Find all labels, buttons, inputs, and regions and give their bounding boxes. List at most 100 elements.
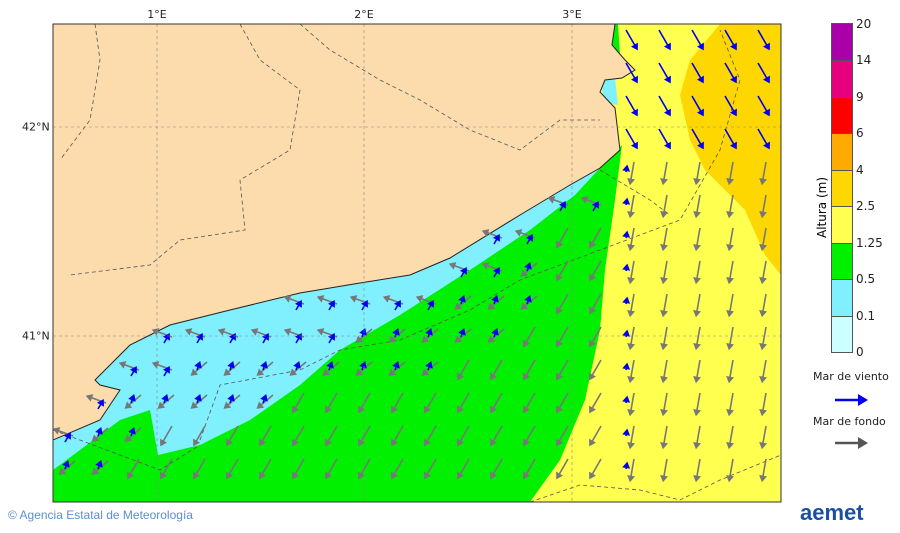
wave-direction-arrow xyxy=(693,326,701,351)
wave-direction-arrow xyxy=(457,392,470,414)
wave-direction-arrow xyxy=(724,62,737,84)
colorbar-segment xyxy=(832,24,852,61)
wave-direction-arrow xyxy=(691,128,704,150)
wave-direction-arrow xyxy=(458,295,466,305)
wave-direction-arrow xyxy=(289,361,307,376)
wave-direction-arrow xyxy=(460,266,467,278)
wave-direction-arrow xyxy=(490,458,503,480)
wave-direction-arrow xyxy=(425,328,433,338)
colorbar-tick: 0 xyxy=(856,345,864,359)
wave-direction-arrow xyxy=(693,392,701,417)
wave-direction-arrow xyxy=(556,458,569,480)
wave-direction-arrow xyxy=(724,29,737,51)
wave-direction-arrow xyxy=(589,227,602,249)
wave-direction-arrow xyxy=(194,394,202,404)
colorbar-segment xyxy=(832,242,852,280)
colorbar-segment xyxy=(832,206,852,243)
wave-direction-arrow xyxy=(128,394,136,404)
lon-label: 2°E xyxy=(354,8,374,21)
wave-direction-arrow xyxy=(759,194,767,219)
wave-direction-arrow xyxy=(523,359,536,381)
wave-direction-arrow xyxy=(759,326,767,351)
wave-direction-arrow xyxy=(759,293,767,318)
wave-direction-arrow xyxy=(223,394,241,409)
colorbar-tick: 1.25 xyxy=(856,235,883,250)
colorbar-tick: 9 xyxy=(856,89,864,104)
wave-direction-arrow xyxy=(726,425,734,450)
wave-direction-arrow xyxy=(424,392,437,414)
swell-label: Mar de fondo xyxy=(813,415,886,428)
wave-direction-arrow xyxy=(589,392,602,414)
wave-direction-arrow xyxy=(693,425,701,450)
wave-direction-arrow xyxy=(491,295,499,305)
wave-direction-arrow xyxy=(523,392,536,414)
wave-direction-arrow xyxy=(355,361,373,376)
wave-direction-arrow xyxy=(454,328,472,343)
border-lines xyxy=(53,24,781,502)
colorbar-tick: 6 xyxy=(856,126,864,141)
colorbar-segment xyxy=(832,315,852,352)
wave-direction-arrow xyxy=(359,361,367,371)
wave-direction-arrow xyxy=(726,227,734,252)
wave-direction-arrow xyxy=(660,458,668,483)
wave-direction-arrow xyxy=(388,361,406,376)
wave-direction-arrow xyxy=(391,458,404,480)
wave-direction-arrow xyxy=(759,161,767,186)
lat-label: 41°N xyxy=(22,329,50,343)
aemet-logo: aemet xyxy=(800,500,864,525)
wave-direction-arrow xyxy=(227,361,235,371)
wave-direction-arrow xyxy=(660,161,668,186)
wave-direction-arrow xyxy=(627,326,635,351)
wave-direction-arrow xyxy=(260,394,268,404)
wave-direction-arrow xyxy=(424,458,437,480)
wave-direction-arrow xyxy=(627,458,635,483)
wave-direction-arrow xyxy=(493,266,500,278)
lat-label: 42°N xyxy=(22,120,50,134)
colorbar-segment xyxy=(832,169,852,207)
wave-direction-arrow xyxy=(556,392,569,414)
wave-direction-arrow xyxy=(693,359,701,384)
wave-direction-arrow xyxy=(491,328,499,338)
wave-direction-arrow xyxy=(622,362,631,371)
wave-direction-arrow xyxy=(691,29,704,51)
wave-direction-arrow xyxy=(660,293,668,318)
wave-direction-arrow xyxy=(559,200,566,212)
wave-direction-arrow xyxy=(64,431,71,443)
wave-direction-arrow xyxy=(556,425,569,447)
wave-direction-arrow xyxy=(726,392,734,417)
wave-direction-arrow xyxy=(161,394,169,404)
wave-direction-arrow xyxy=(293,361,301,371)
wave-direction-arrow xyxy=(322,361,340,376)
wave-direction-arrow xyxy=(223,361,241,376)
wave-direction-arrow xyxy=(693,194,701,219)
wave-direction-arrow xyxy=(262,332,269,344)
wave-direction-arrow xyxy=(757,29,770,51)
wave-direction-arrow xyxy=(124,394,142,409)
wave-direction-arrow xyxy=(724,128,737,150)
colorbar-tick: 14 xyxy=(856,53,872,68)
wave-direction-arrow xyxy=(759,458,767,483)
wave-direction-arrow xyxy=(726,161,734,186)
wave-direction-arrow xyxy=(524,295,532,305)
wave-direction-arrow xyxy=(163,365,170,377)
wave-direction-arrow xyxy=(226,425,239,447)
wave-direction-arrow xyxy=(457,425,470,447)
wave-direction-arrow xyxy=(625,29,638,51)
wave-direction-arrow xyxy=(658,95,671,117)
colorbar-segment xyxy=(832,96,852,134)
wave-direction-arrow xyxy=(660,359,668,384)
wave-direction-arrow xyxy=(328,299,335,311)
wave-direction-arrow xyxy=(95,460,103,470)
colorbar-tick: 0.1 xyxy=(856,308,876,323)
wave-direction-arrow xyxy=(520,295,538,310)
wave-direction-arrow xyxy=(658,29,671,51)
wave-direction-arrow xyxy=(194,361,202,371)
wind-sea-label: Mar de viento xyxy=(813,370,889,383)
wave-direction-arrow xyxy=(627,260,635,285)
wave-direction-arrow xyxy=(556,326,569,348)
wave-direction-arrow xyxy=(622,428,631,437)
wave-direction-arrow xyxy=(226,458,239,480)
wave-direction-arrow xyxy=(622,230,631,239)
wave-direction-arrow xyxy=(726,293,734,318)
legend-arrows xyxy=(835,394,868,449)
